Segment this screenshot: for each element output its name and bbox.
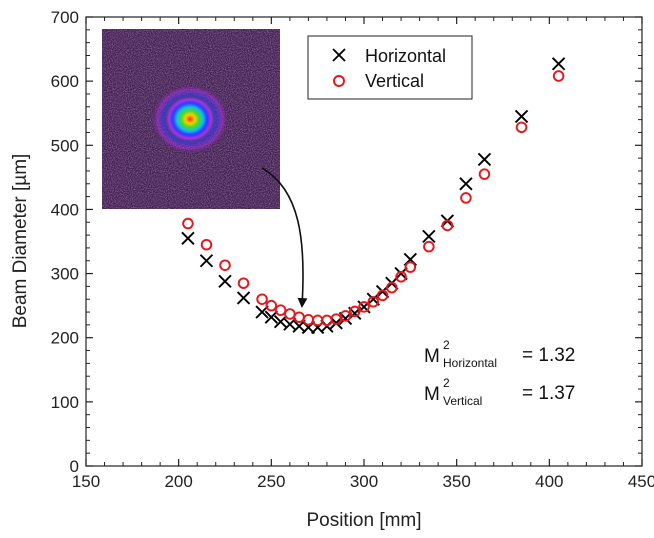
m2-v-sup: 2 — [443, 376, 450, 390]
x-axis-title: Position [mm] — [306, 510, 421, 531]
legend: Horizontal Vertical — [307, 35, 473, 100]
x-tick-label: 450 — [628, 472, 654, 491]
m2-h-base: M — [424, 346, 440, 367]
data-point-vertical — [552, 70, 565, 82]
data-point-vertical — [265, 299, 278, 312]
y-tick-label: 400 — [51, 200, 79, 219]
data-point-vertical — [404, 261, 417, 273]
data-point-vertical — [219, 259, 231, 271]
data-point-vertical — [358, 301, 370, 313]
data-point-vertical — [515, 121, 528, 134]
x-tick-label: 150 — [72, 472, 100, 491]
data-point-vertical — [339, 310, 352, 322]
y-tick-label: 200 — [51, 329, 79, 348]
data-point-horizontal — [236, 291, 251, 305]
data-point-vertical — [182, 217, 194, 230]
data-point-horizontal — [264, 310, 279, 324]
data-point-vertical — [274, 304, 287, 316]
m2-vertical-annotation: M 2 Vertical = 1.37 — [424, 376, 575, 408]
axis-ticks — [85, 16, 643, 467]
waist-arrow — [261, 167, 308, 308]
data-point-horizontal — [199, 254, 214, 268]
data-point-vertical — [423, 240, 435, 253]
x-tick-label: 250 — [257, 472, 285, 491]
x-tick-label: 350 — [442, 472, 470, 491]
series-layer — [181, 57, 566, 335]
tick-labels: 150 200 250 300 350 400 450 0 100 200 300 400 500 600… — [51, 8, 654, 491]
data-point-vertical — [395, 271, 407, 283]
data-point-horizontal — [514, 109, 529, 124]
beam-profile-inset — [102, 29, 280, 209]
m2-v-base: M — [424, 384, 440, 405]
data-point-vertical — [367, 296, 380, 308]
y-tick-label: 600 — [51, 72, 79, 91]
y-tick-label: 100 — [51, 393, 79, 412]
legend-label-vertical: Vertical — [365, 71, 424, 91]
data-point-vertical — [460, 192, 472, 204]
data-point-horizontal — [551, 57, 566, 71]
data-point-vertical — [478, 168, 491, 180]
x-tick-label: 400 — [535, 472, 563, 491]
legend-marker-vertical — [333, 75, 345, 87]
data-point-vertical — [441, 219, 454, 232]
data-point-horizontal — [255, 305, 269, 319]
y-tick-label: 700 — [51, 8, 79, 27]
m2-v-value: = 1.37 — [522, 383, 575, 404]
x-tick-label: 200 — [164, 472, 192, 491]
y-tick-label: 300 — [51, 265, 79, 284]
data-point-horizontal — [181, 231, 195, 245]
y-tick-label: 0 — [70, 457, 79, 476]
m2-h-sup: 2 — [443, 338, 450, 352]
data-point-horizontal — [477, 152, 492, 167]
data-point-horizontal — [459, 177, 473, 191]
legend-label-horizontal: Horizontal — [365, 46, 446, 66]
m2-h-sub: Horizontal — [443, 356, 497, 370]
data-point-vertical — [200, 238, 213, 251]
data-point-horizontal — [218, 274, 232, 288]
legend-box — [307, 35, 473, 100]
y-tick-label: 500 — [51, 136, 79, 155]
data-point-vertical — [386, 281, 398, 294]
x-tick-label: 300 — [350, 472, 378, 491]
data-point-vertical — [376, 289, 389, 302]
legend-marker-horizontal — [332, 48, 346, 62]
data-point-vertical — [237, 277, 250, 289]
data-point-vertical — [348, 305, 361, 318]
m2-v-sub: Vertical — [443, 394, 482, 408]
data-point-horizontal — [422, 229, 436, 244]
data-point-vertical — [256, 293, 268, 305]
m2-horizontal-annotation: M 2 Horizontal = 1.32 — [424, 338, 575, 370]
y-axis-title: Beam Diameter [µm] — [10, 154, 31, 329]
m2-h-value: = 1.32 — [522, 345, 575, 366]
series-vertical — [182, 70, 565, 327]
